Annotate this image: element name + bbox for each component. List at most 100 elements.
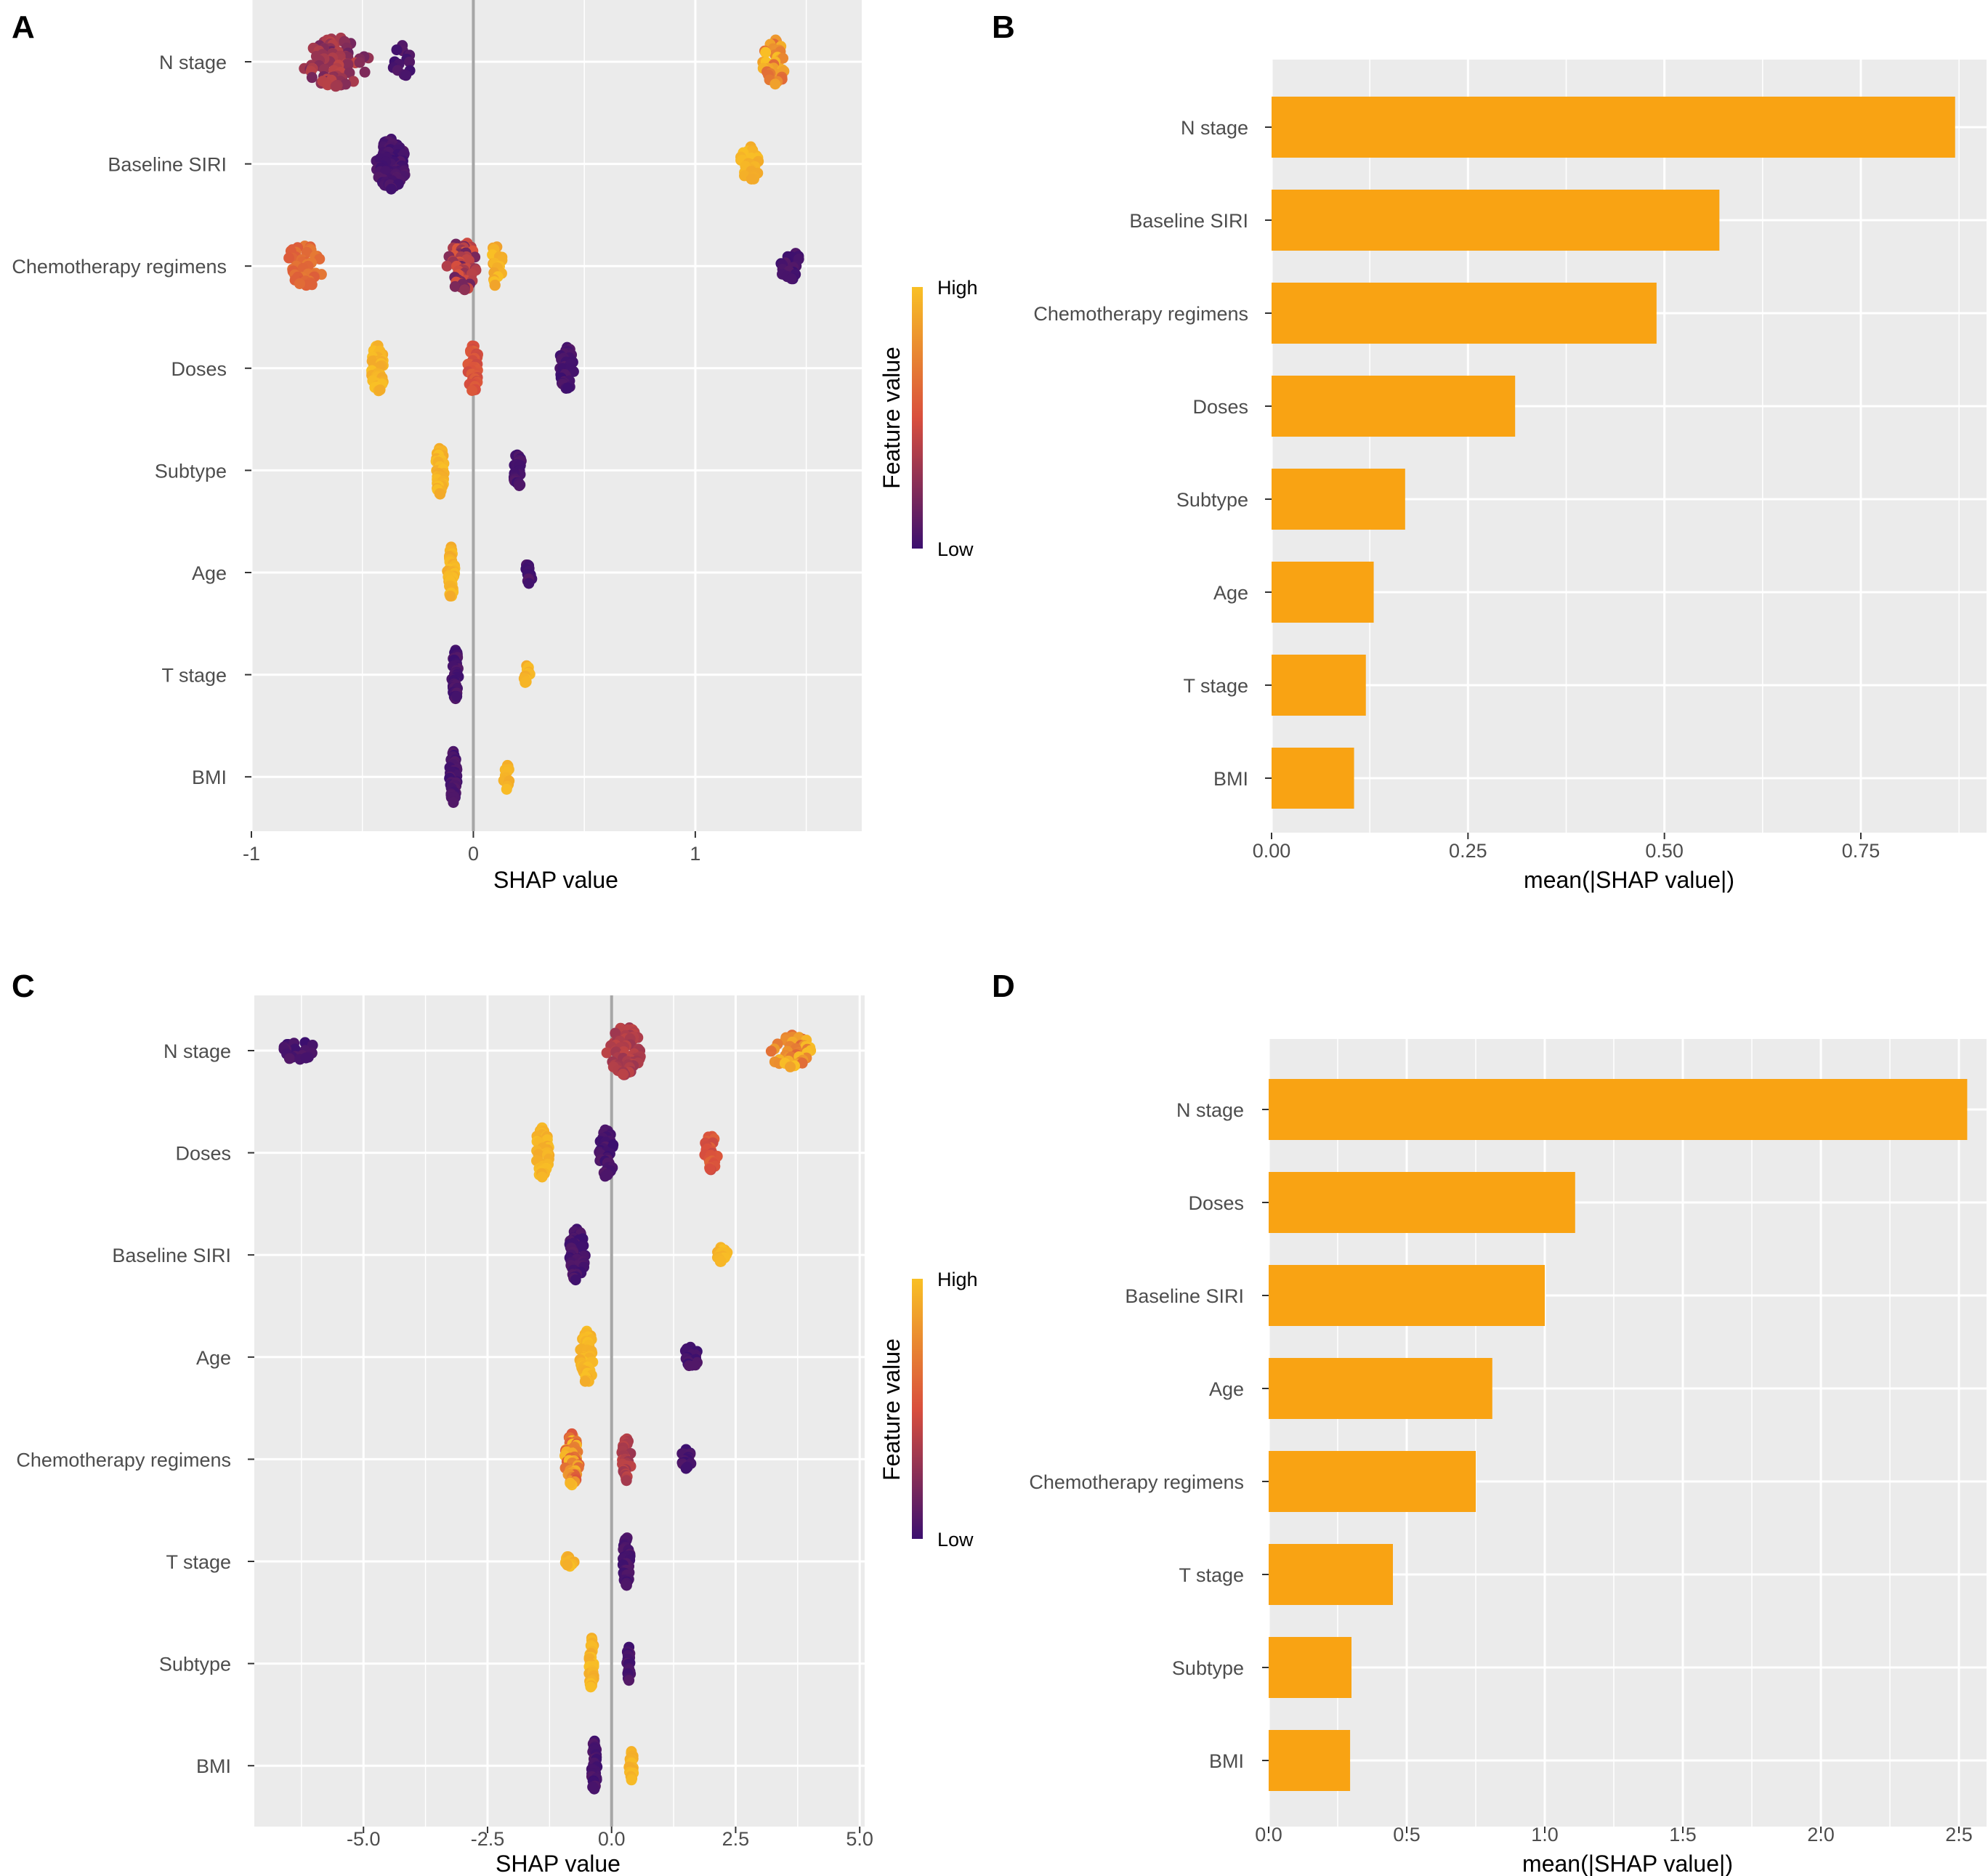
x-tick-label: 2.0 [1807, 1824, 1835, 1845]
x-tick-label: 2.5 [1945, 1824, 1973, 1845]
y-label-age: Age [1213, 582, 1248, 604]
shap-point [359, 66, 371, 78]
legend-title-a: Feature value [878, 347, 905, 489]
bar-baseline-siri [1269, 1265, 1545, 1326]
legend-title-c: Feature value [878, 1338, 905, 1481]
shap-point [385, 183, 397, 195]
shap-point [601, 1047, 613, 1059]
y-label-t-stage: T stage [166, 1551, 231, 1573]
x-tick-label: 0.00 [1253, 840, 1291, 862]
x-tick-label: 0.0 [1255, 1824, 1282, 1845]
y-label-n-stage: N stage [163, 1040, 231, 1062]
y-label-t-stage: T stage [1183, 675, 1248, 697]
shap-point [746, 173, 757, 185]
shap-point [489, 279, 501, 291]
bar-chemotherapy-regimens [1269, 1451, 1476, 1512]
bar-subtype [1269, 1637, 1351, 1698]
y-label-doses: Doses [1192, 396, 1248, 418]
shap-point [589, 1783, 600, 1795]
bar-t-stage [1272, 655, 1366, 716]
y-label-bmi: BMI [1209, 1750, 1244, 1772]
y-label-chemotherapy-regimens: Chemotherapy regimens [1033, 303, 1248, 325]
shap-point [617, 1068, 629, 1080]
y-label-chemotherapy-regimens: Chemotherapy regimens [12, 256, 227, 278]
y-label-subtype: Subtype [155, 460, 227, 482]
legend-low-c: Low [937, 1529, 974, 1550]
shap-point [434, 488, 445, 499]
x-tick-label: 0 [468, 843, 479, 865]
x-tick-label: 0.25 [1449, 840, 1487, 862]
shap-point [458, 284, 470, 296]
panel-a: A N stage Baseline SIRI Chemotherapy regim… [12, 0, 978, 893]
y-label-baseline-siri: Baseline SIRI [1125, 1285, 1244, 1307]
shap-point [322, 79, 334, 91]
x-tick-label: 1.0 [1531, 1824, 1559, 1845]
shap-point [565, 1477, 576, 1489]
shap-point [451, 690, 463, 702]
panel-label-d: D [992, 969, 1015, 1004]
plot-area-c [254, 995, 865, 1827]
shap-point [283, 252, 295, 264]
bar-age [1269, 1358, 1492, 1419]
shap-point [354, 57, 365, 68]
bar-subtype [1272, 469, 1405, 530]
y-label-baseline-siri: Baseline SIRI [108, 154, 227, 176]
x-tick-label: -1 [243, 843, 260, 865]
legend-high-a: High [937, 277, 978, 299]
shap-point [441, 260, 453, 272]
shap-point [579, 1375, 591, 1387]
x-tick-label: 0.75 [1842, 840, 1880, 862]
shap-point [300, 1052, 312, 1064]
y-label-baseline-siri: Baseline SIRI [112, 1245, 231, 1266]
shap-point [340, 78, 352, 90]
x-tick-label: -2.5 [471, 1828, 505, 1850]
shap-point [769, 78, 781, 90]
shap-point [294, 278, 305, 289]
x-axis-title-d: mean(|SHAP value|) [1522, 1851, 1733, 1876]
bar-doses [1269, 1172, 1575, 1233]
y-label-chemotherapy-regimens: Chemotherapy regimens [16, 1449, 231, 1471]
y-label-doses: Doses [175, 1143, 231, 1165]
shap-point [466, 384, 478, 396]
bar-doses [1272, 376, 1516, 437]
y-label-bmi: BMI [196, 1755, 231, 1777]
x-tick-label: 0.50 [1645, 840, 1684, 862]
x-tick-label: -5.0 [347, 1828, 381, 1850]
shap-point [330, 81, 342, 92]
panel-label-c: C [12, 969, 35, 1004]
x-tick-label: 0.5 [1393, 1824, 1421, 1845]
x-tick-label: 0.0 [598, 1828, 626, 1850]
shap-point [621, 1580, 632, 1591]
y-label-age: Age [196, 1347, 231, 1369]
shap-point [344, 67, 355, 78]
x-tick-label: 1.5 [1669, 1824, 1697, 1845]
panel-label-b: B [992, 9, 1015, 45]
y-label-bmi: BMI [1213, 768, 1248, 790]
legend-c: High Low Feature value [878, 1269, 978, 1550]
plot-area-d [1269, 1039, 1987, 1827]
y-label-bmi: BMI [192, 767, 227, 788]
shap-point [765, 1046, 777, 1057]
shap-point [626, 1774, 637, 1786]
shap-point [785, 273, 797, 285]
x-tick-label: 1 [690, 843, 700, 865]
plot-area-b [1272, 60, 1987, 833]
y-label-t-stage: T stage [161, 665, 227, 687]
shap-point [623, 1675, 635, 1686]
panel-b: B N stage Baseline SIRI Chemotherapy regim… [992, 9, 1987, 893]
y-label-subtype: Subtype [1172, 1657, 1244, 1679]
bar-t-stage [1269, 1544, 1393, 1605]
bar-chemotherapy-regimens [1272, 283, 1657, 344]
bar-bmi [1272, 748, 1354, 809]
plot-area-a [251, 0, 862, 831]
legend-high-c: High [937, 1269, 978, 1290]
y-label-age: Age [1209, 1378, 1244, 1400]
shap-point [621, 1475, 632, 1487]
shap-point [602, 1169, 613, 1181]
shap-point [562, 382, 573, 394]
bar-age [1272, 562, 1374, 623]
beeswarm-points-a [283, 32, 804, 808]
shap-point [523, 578, 535, 589]
shap-point [306, 279, 318, 291]
